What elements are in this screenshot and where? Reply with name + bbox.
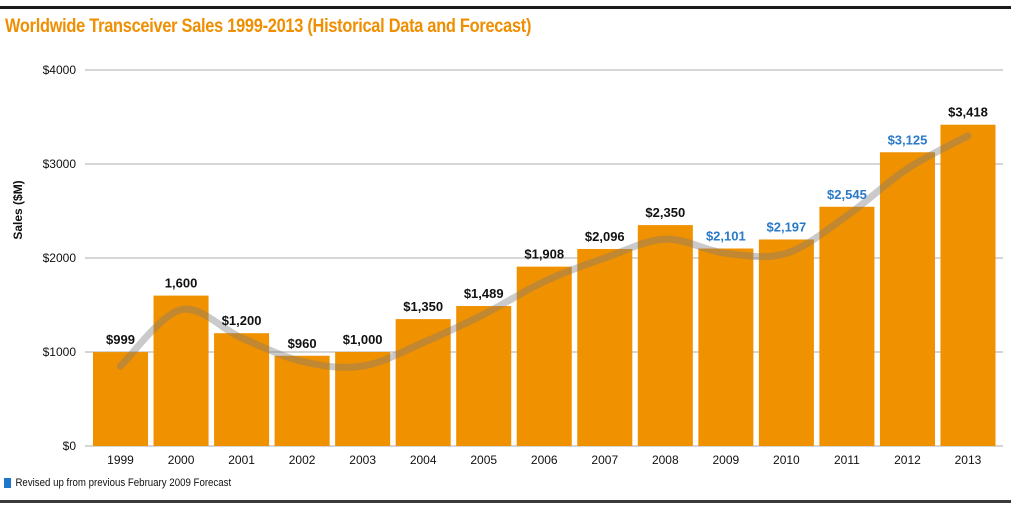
trendline [117, 132, 972, 371]
data-label-2012: $3,125 [888, 132, 928, 147]
x-tick-label: 2008 [652, 453, 679, 467]
x-tick-label: 2006 [531, 453, 558, 467]
bar-2004 [395, 319, 451, 446]
top-rule [0, 6, 1011, 9]
legend-label: Revised up from previous February 2009 F… [15, 477, 232, 489]
data-label-2001: $1,200 [222, 313, 262, 328]
bar-2009 [698, 248, 754, 446]
x-tick-label: 2002 [289, 453, 316, 467]
x-tick-label: 2011 [834, 453, 860, 467]
x-tick-label: 2000 [168, 453, 195, 467]
bars [93, 124, 996, 446]
bar-2003 [335, 352, 391, 446]
data-label-2000: 1,600 [165, 276, 198, 291]
trendline-group [117, 132, 972, 371]
data-label-2009: $2,101 [706, 229, 746, 244]
data-label-2010: $2,197 [767, 219, 807, 234]
data-label-2008: $2,350 [645, 205, 685, 220]
data-label-2002: $960 [288, 336, 317, 351]
chart-title: Worldwide Transceiver Sales 1999-2013 (H… [5, 16, 532, 37]
legend: Revised up from previous February 2009 F… [4, 477, 231, 489]
x-tick-labels: 1999 2000 2001 2002 2003 2004 2005 2006 2007 2008… [107, 453, 981, 467]
data-label-2004: $1,350 [403, 299, 443, 314]
bar-2000 [153, 295, 209, 446]
x-tick-label: 2007 [591, 453, 618, 467]
y-tick-label: $2000 [43, 251, 77, 265]
x-tick-label: 2009 [712, 453, 739, 467]
data-labels: $999 1,600 $1,200 $960 $1,000 $1,350 $1,489 $1,… [106, 105, 988, 351]
y-tick-label: $4000 [43, 63, 77, 77]
bar-2013 [940, 124, 996, 446]
x-tick-label: 2013 [955, 453, 982, 467]
bar-2010 [758, 239, 814, 446]
x-tick-label: 2004 [410, 453, 437, 467]
data-label-2007: $2,096 [585, 229, 625, 244]
bar-2002 [274, 355, 330, 446]
data-label-2005: $1,489 [464, 286, 504, 301]
y-tick-label: $3000 [43, 157, 77, 171]
data-label-2006: $1,908 [524, 247, 564, 262]
x-tick-label: 2001 [228, 453, 255, 467]
bar-2007 [577, 248, 633, 446]
x-tick-label: 2005 [470, 453, 497, 467]
x-tick-label: 1999 [107, 453, 134, 467]
bar-2008 [637, 225, 693, 446]
y-tick-labels: $0 $1000 $2000 $3000 $4000 [43, 63, 77, 453]
x-tick-label: 2012 [894, 453, 921, 467]
bar-2005 [456, 306, 512, 446]
bar-2001 [214, 333, 270, 446]
y-axis-label: Sales ($M) [11, 180, 25, 239]
data-label-2003: $1,000 [343, 332, 383, 347]
x-tick-label: 2003 [349, 453, 376, 467]
bar-2012 [879, 152, 935, 446]
y-tick-label: $0 [63, 439, 77, 453]
bar-1999 [93, 352, 149, 446]
bar-2006 [516, 266, 572, 446]
data-label-2011: $2,545 [827, 187, 867, 202]
x-tick-label: 2010 [773, 453, 800, 467]
bottom-rule [0, 500, 1011, 503]
legend-swatch-revised [4, 478, 12, 488]
bar-2011 [819, 206, 875, 446]
y-tick-label: $1000 [43, 345, 77, 359]
data-label-1999: $999 [106, 332, 135, 347]
data-label-2013: $3,418 [948, 105, 988, 120]
